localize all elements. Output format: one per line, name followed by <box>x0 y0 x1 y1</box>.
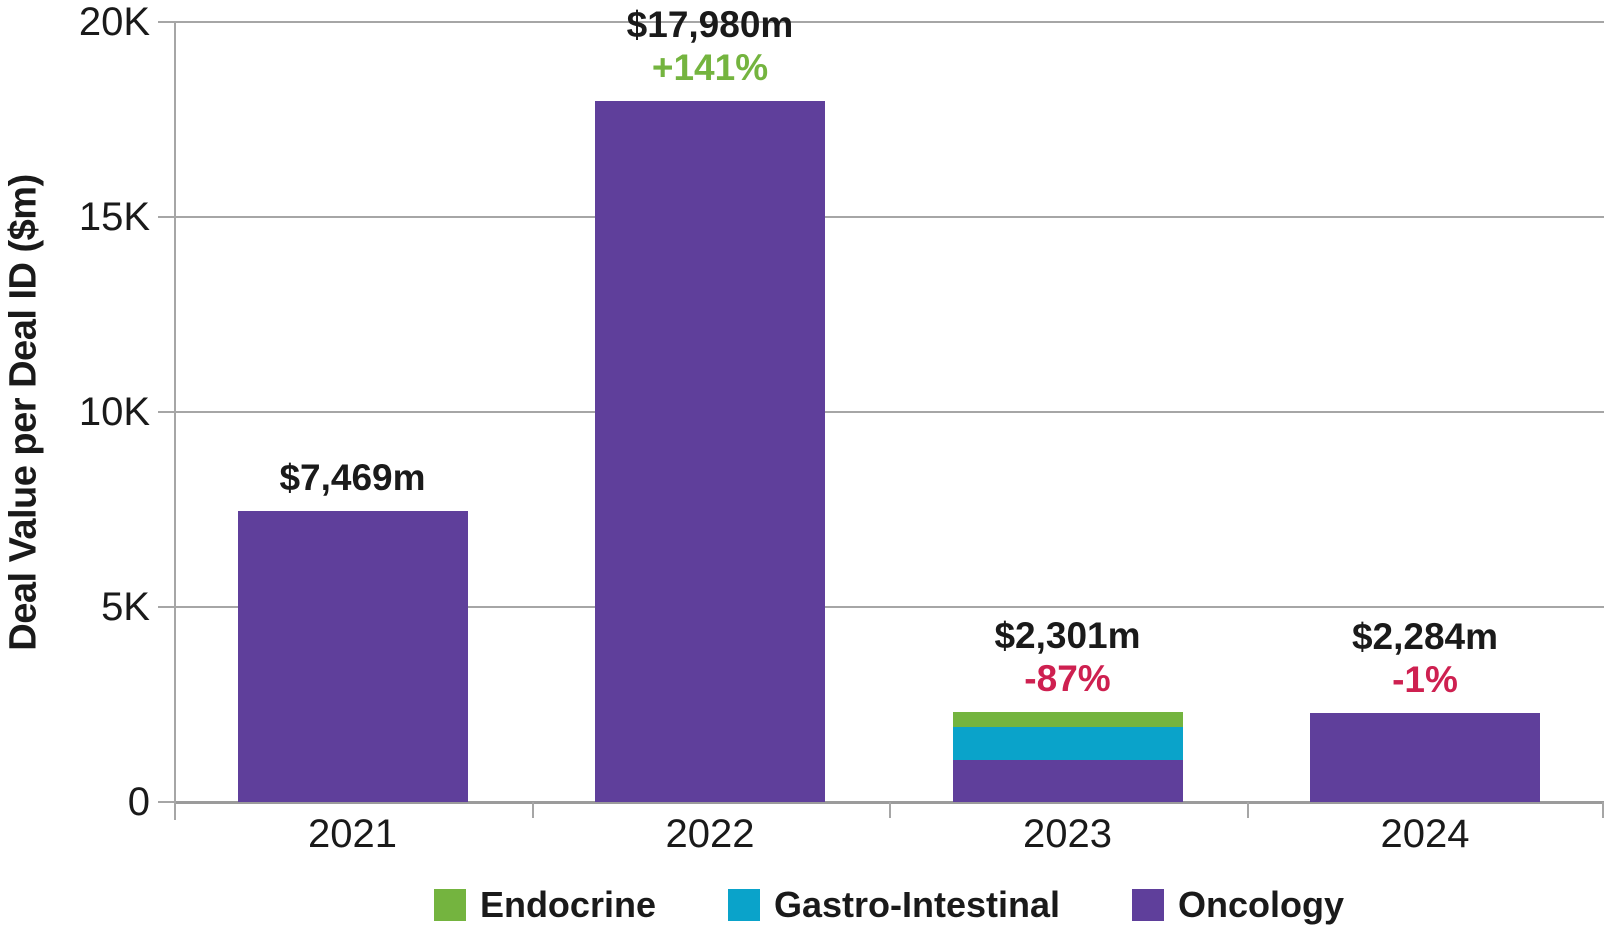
legend-label: Oncology <box>1178 884 1345 925</box>
y-axis-line <box>174 22 176 820</box>
bar-2024-oncology <box>1310 712 1541 802</box>
y-tick-label: 10K <box>78 390 150 434</box>
x-tick-mark <box>1246 802 1249 818</box>
x-tick-label: 2023 <box>1023 812 1112 856</box>
legend-label: Endocrine <box>479 884 656 925</box>
bar-2021-oncology <box>237 510 468 802</box>
bar-2022-oncology <box>595 100 826 802</box>
x-tick-mark <box>531 802 534 818</box>
bar-value-label: $7,469m <box>174 456 531 499</box>
x-tick-label: 2024 <box>1380 812 1470 856</box>
bar-2023-oncology <box>952 760 1183 802</box>
x-tick-label: 2021 <box>308 812 397 856</box>
bar-total: $7,469m <box>279 456 426 498</box>
legend-label: Gastro-Intestinal <box>773 884 1061 925</box>
legend: Endocrine Gastro-Intestinal Oncology <box>174 884 1604 926</box>
gridline-10K <box>174 411 1604 413</box>
legend-swatch-icon <box>1132 889 1165 921</box>
bar-total: $17,980m <box>626 3 794 45</box>
bar-total: $2,301m <box>994 615 1141 657</box>
bar-2023-endocrine <box>952 712 1183 727</box>
plot-area: 0 5K 10K 15K 20K $7,469m 2021 $17,980m +141% 2022… <box>79 0 1604 856</box>
bar-value-label: $2,301m -87% <box>889 614 1246 700</box>
legend-swatch-icon <box>727 889 760 921</box>
bar-2023-gastro-intestinal <box>952 726 1183 761</box>
bar-pct-change: -87% <box>1024 658 1111 700</box>
y-tick-mark <box>158 21 174 23</box>
y-tick-label: 0 <box>127 780 150 824</box>
legend-item-oncology: Oncology <box>1132 884 1344 926</box>
y-tick-label: 5K <box>101 585 150 629</box>
y-tick-mark <box>158 801 174 803</box>
y-tick-label: 20K <box>78 0 150 44</box>
y-tick-mark <box>158 606 174 608</box>
legend-item-endocrine: Endocrine <box>433 884 656 926</box>
legend-swatch-icon <box>433 889 466 921</box>
bar-value-label: $2,284m -1% <box>1247 615 1604 701</box>
y-tick-label: 15K <box>78 195 150 239</box>
bar-pct-change: -1% <box>1392 658 1458 700</box>
y-tick-mark <box>158 411 174 413</box>
bar-pct-change: +141% <box>651 46 769 88</box>
bar-value-label: $17,980m +141% <box>532 3 889 89</box>
x-tick-mark <box>1602 802 1604 818</box>
x-tick-mark <box>889 802 891 818</box>
x-tick-mark <box>174 802 176 818</box>
bar-total: $2,284m <box>1351 615 1499 657</box>
gridline-15K <box>174 216 1604 218</box>
gridline-20K <box>174 21 1604 23</box>
legend-item-gastro-intestinal: Gastro-Intestinal <box>727 884 1061 926</box>
gridline-5K <box>174 606 1604 608</box>
x-tick-label: 2022 <box>665 812 755 856</box>
y-tick-mark <box>158 216 174 218</box>
